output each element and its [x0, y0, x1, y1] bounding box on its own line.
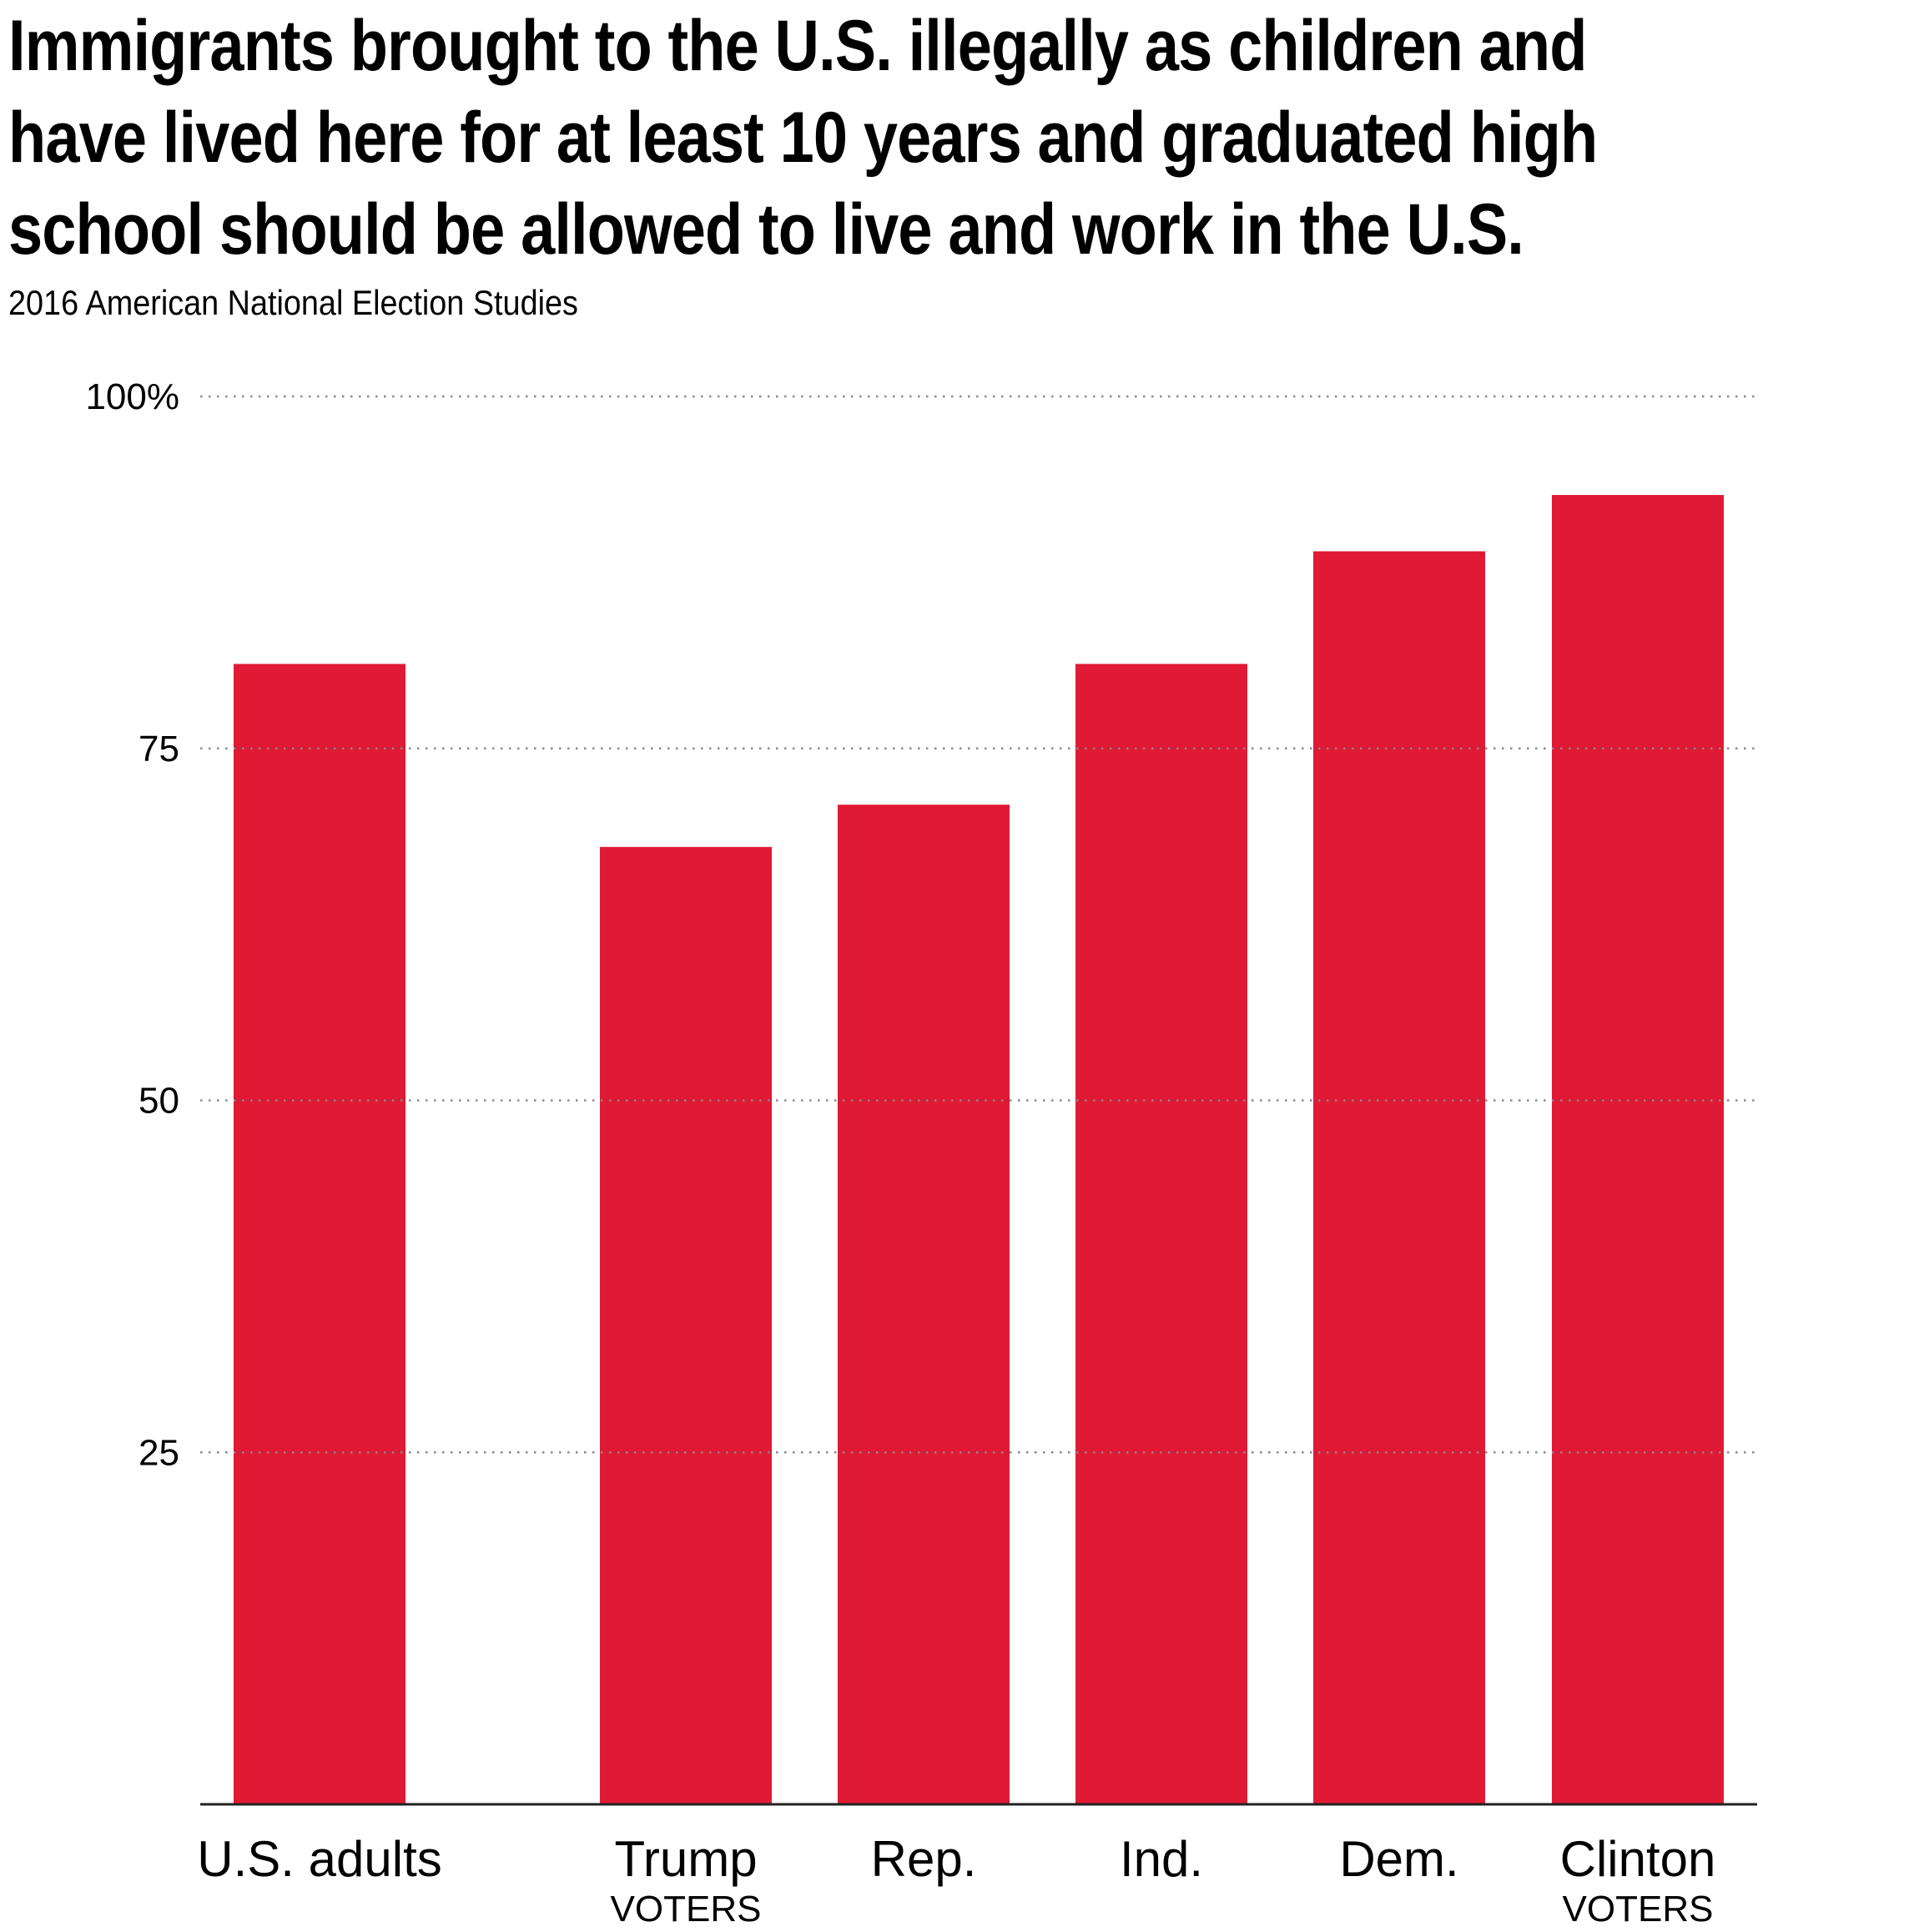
bar	[1552, 495, 1724, 1804]
x-category-label: U.S. adults	[197, 1831, 441, 1887]
y-tick-label: 50	[139, 1081, 179, 1122]
x-category-sublabel: VOTERS	[611, 1889, 762, 1929]
x-category-label: Trump	[614, 1831, 757, 1887]
y-tick-label: 75	[139, 729, 179, 769]
bar	[838, 805, 1010, 1804]
y-axis-tick-labels: 25 50 75 100%	[85, 376, 179, 1473]
bar	[1075, 663, 1247, 1804]
x-category-sublabel: VOTERS	[1563, 1889, 1714, 1929]
chart-title-line-2: have lived here for at least 10 years an…	[8, 98, 1598, 178]
chart-title: Immigrants brought to the U.S. illegally…	[8, 0, 1919, 275]
x-category-label: Clinton	[1560, 1831, 1716, 1887]
x-category-label: Rep.	[871, 1831, 977, 1887]
bar	[1313, 551, 1485, 1804]
y-tick-label: 100%	[85, 376, 179, 417]
chart-title-line-1: Immigrants brought to the U.S. illegally…	[8, 6, 1587, 86]
chart-subtitle: 2016 American National Election Studies	[8, 283, 578, 322]
x-category-label: Dem.	[1339, 1831, 1458, 1887]
gridlines-overlay	[200, 395, 1757, 1454]
bar	[234, 663, 405, 1804]
y-tick-label: 25	[139, 1432, 179, 1473]
x-category-label: Ind.	[1120, 1831, 1203, 1887]
bars	[234, 495, 1724, 1804]
chart-title-line-3: school should be allowed to live and wor…	[8, 189, 1524, 270]
bar	[600, 846, 772, 1804]
